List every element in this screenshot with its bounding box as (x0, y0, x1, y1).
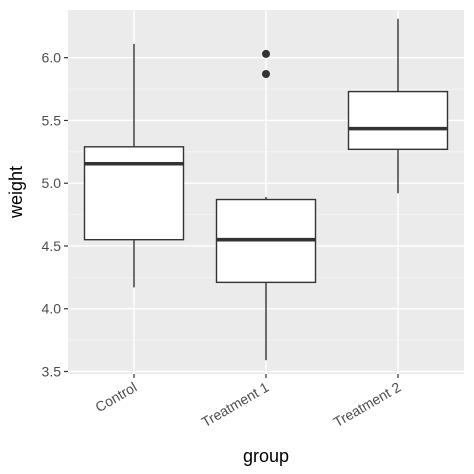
box-iqr (83, 146, 185, 241)
y-axis-title: weight (6, 166, 26, 219)
y-tick-label: 5.0 (42, 175, 62, 191)
y-tick-label: 4.0 (42, 301, 62, 317)
y-tick-label: 5.5 (42, 112, 62, 128)
boxplot-boxes (83, 18, 449, 361)
y-axis: 3.5 4.0 4.5 5.0 5.5 6.0 (42, 50, 68, 379)
y-tick-label: 6.0 (42, 50, 62, 66)
outlier-point (262, 49, 270, 58)
box-group (347, 18, 449, 194)
box-group (215, 49, 317, 361)
x-axis: Control Treatment 1 Treatment 2 (92, 374, 404, 430)
y-tick-label: 3.5 (42, 363, 62, 379)
outlier-point (262, 70, 270, 79)
y-tick-label: 4.5 (42, 238, 62, 254)
box-group (83, 43, 185, 288)
box-iqr (347, 90, 449, 151)
x-tick-label: Treatment 2 (331, 379, 404, 430)
x-tick-label: Control (92, 379, 139, 415)
x-axis-title: group (243, 446, 289, 466)
x-tick-label: Treatment 1 (199, 379, 272, 430)
